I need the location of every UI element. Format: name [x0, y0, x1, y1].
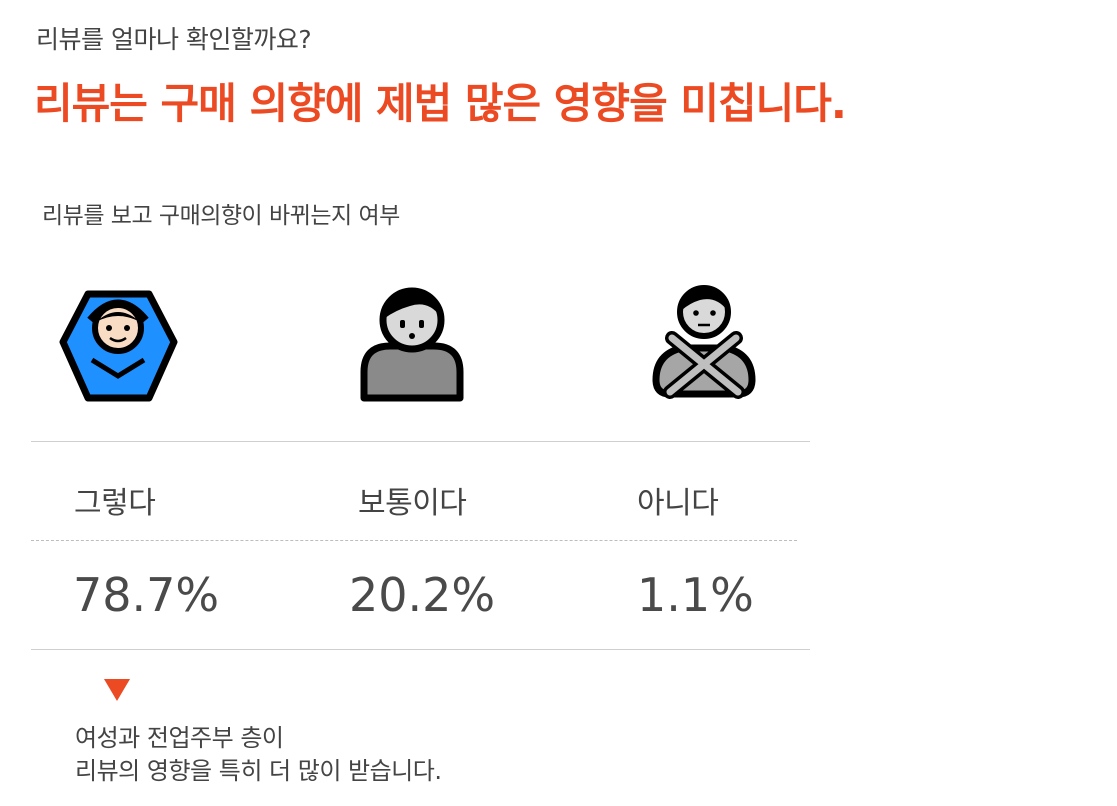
- table-top-rule: [31, 441, 810, 442]
- value-label-no: 1.1%: [637, 568, 754, 622]
- value-label-yes: 78.7%: [73, 568, 220, 622]
- value-label-neutral: 20.2%: [349, 568, 496, 622]
- down-triangle-icon: [104, 679, 130, 701]
- category-label-yes: 그렇다: [74, 486, 156, 521]
- page-title: 리뷰는 구매 의향에 제법 많은 영향을 미칩니다.: [34, 79, 847, 128]
- chart-title: 리뷰를 보고 구매의향이 바뀌는지 여부: [42, 203, 400, 229]
- person-gesturing-ok-icon: [59, 290, 178, 402]
- sub-question: 리뷰를 얼마나 확인할까요?: [36, 25, 312, 54]
- footnote-line-1: 여성과 전업주부 층이: [75, 724, 284, 752]
- category-label-no: 아니다: [637, 486, 719, 521]
- category-label-neutral: 보통이다: [358, 486, 467, 521]
- neutral-person-icon: [360, 287, 464, 402]
- table-divider: [31, 540, 797, 541]
- table-bottom-rule: [31, 649, 810, 650]
- person-gesturing-no-icon: [652, 285, 756, 399]
- footnote-line-2: 리뷰의 영향을 특히 더 많이 받습니다.: [75, 757, 442, 785]
- footnote: 여성과 전업주부 층이 리뷰의 영향을 특히 더 많이 받습니다.: [75, 722, 442, 788]
